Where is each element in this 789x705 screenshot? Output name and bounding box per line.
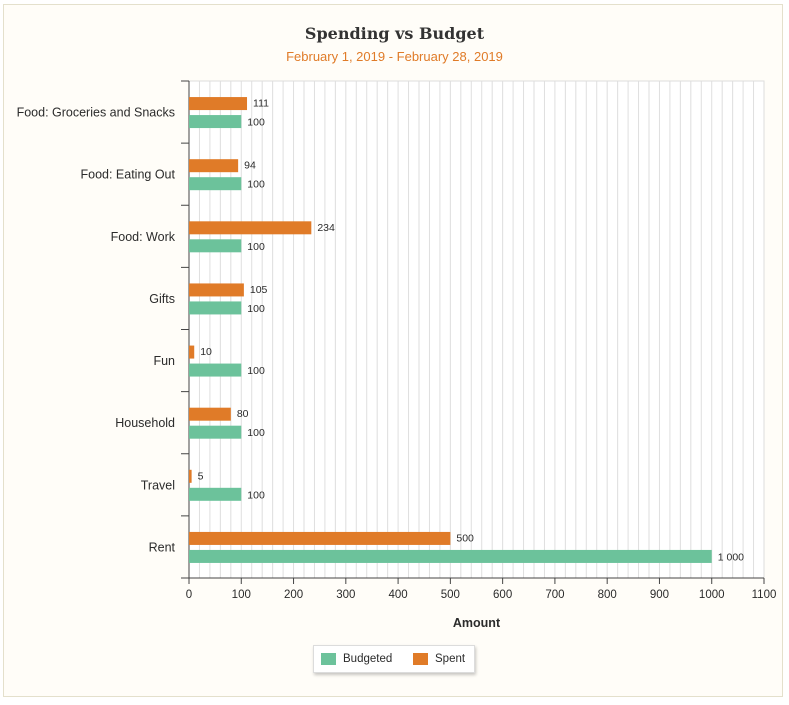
bar-budgeted [189, 487, 242, 501]
bar-budgeted [189, 301, 242, 315]
chart-subtitle: February 1, 2019 - February 28, 2019 [286, 49, 503, 64]
data-label-budgeted: 100 [247, 489, 265, 501]
bar-spent [189, 283, 244, 297]
bar-budgeted [189, 549, 712, 563]
x-tick-label: 700 [545, 589, 564, 601]
x-tick-label: 1100 [752, 589, 777, 601]
data-label-budgeted: 100 [247, 241, 265, 253]
x-tick-label: 1000 [699, 589, 725, 601]
chart-legend: Budgeted Spent [313, 645, 475, 673]
data-label-spent: 5 [198, 470, 204, 482]
x-tick-label: 500 [441, 589, 460, 601]
x-tick-label: 400 [388, 589, 407, 601]
bar-budgeted [189, 363, 242, 377]
bar-spent [189, 159, 239, 173]
legend-label-spent: Spent [435, 653, 466, 665]
data-label-budgeted: 100 [247, 365, 265, 377]
bar-spent [189, 97, 248, 111]
data-label-spent: 234 [317, 222, 335, 234]
category-label: Rent [149, 540, 176, 554]
data-label-spent: 94 [244, 160, 256, 172]
category-label: Fun [153, 354, 175, 368]
chart-title: Spending vs Budget [304, 24, 485, 43]
data-label-budgeted: 100 [247, 303, 265, 315]
category-label: Food: Groceries and Snacks [17, 106, 175, 120]
x-tick-label: 200 [284, 589, 303, 601]
data-label-budgeted: 100 [247, 427, 265, 439]
bar-spent [189, 407, 231, 421]
x-tick-label: 900 [650, 589, 669, 601]
bar-budgeted [189, 115, 242, 129]
x-tick-label: 800 [598, 589, 617, 601]
x-tick-label: 600 [493, 589, 512, 601]
data-label-spent: 500 [456, 532, 474, 544]
bar-spent [189, 531, 451, 545]
legend-swatch-spent [413, 653, 428, 665]
category-label: Food: Work [111, 230, 176, 244]
data-label-budgeted: 100 [247, 179, 265, 191]
plot-area [188, 80, 765, 579]
category-label: Food: Eating Out [80, 168, 175, 182]
legend-swatch-budgeted [321, 653, 336, 665]
category-label: Household [115, 416, 175, 430]
category-label: Travel [141, 478, 175, 492]
bar-budgeted [189, 177, 242, 191]
bar-spent [189, 345, 195, 359]
bar-budgeted [189, 425, 242, 439]
data-label-spent: 105 [250, 284, 268, 296]
legend-item-spent[interactable]: Spent [413, 653, 465, 665]
x-tick-label: 300 [336, 589, 355, 601]
data-label-spent: 80 [237, 408, 249, 420]
legend-item-budgeted[interactable]: Budgeted [321, 653, 392, 665]
x-tick-label: 100 [232, 589, 251, 601]
category-label: Gifts [149, 292, 175, 306]
bar-budgeted [189, 239, 242, 253]
x-axis-title: Amount [453, 616, 501, 630]
data-label-spent: 10 [200, 346, 212, 358]
x-tick-label: 0 [186, 589, 192, 601]
bar-spent [189, 221, 312, 235]
legend-label-budgeted: Budgeted [343, 653, 393, 665]
data-label-spent: 111 [253, 98, 269, 110]
bar-spent [189, 469, 192, 483]
data-label-budgeted: 1 000 [718, 551, 744, 563]
data-label-budgeted: 100 [247, 117, 265, 129]
